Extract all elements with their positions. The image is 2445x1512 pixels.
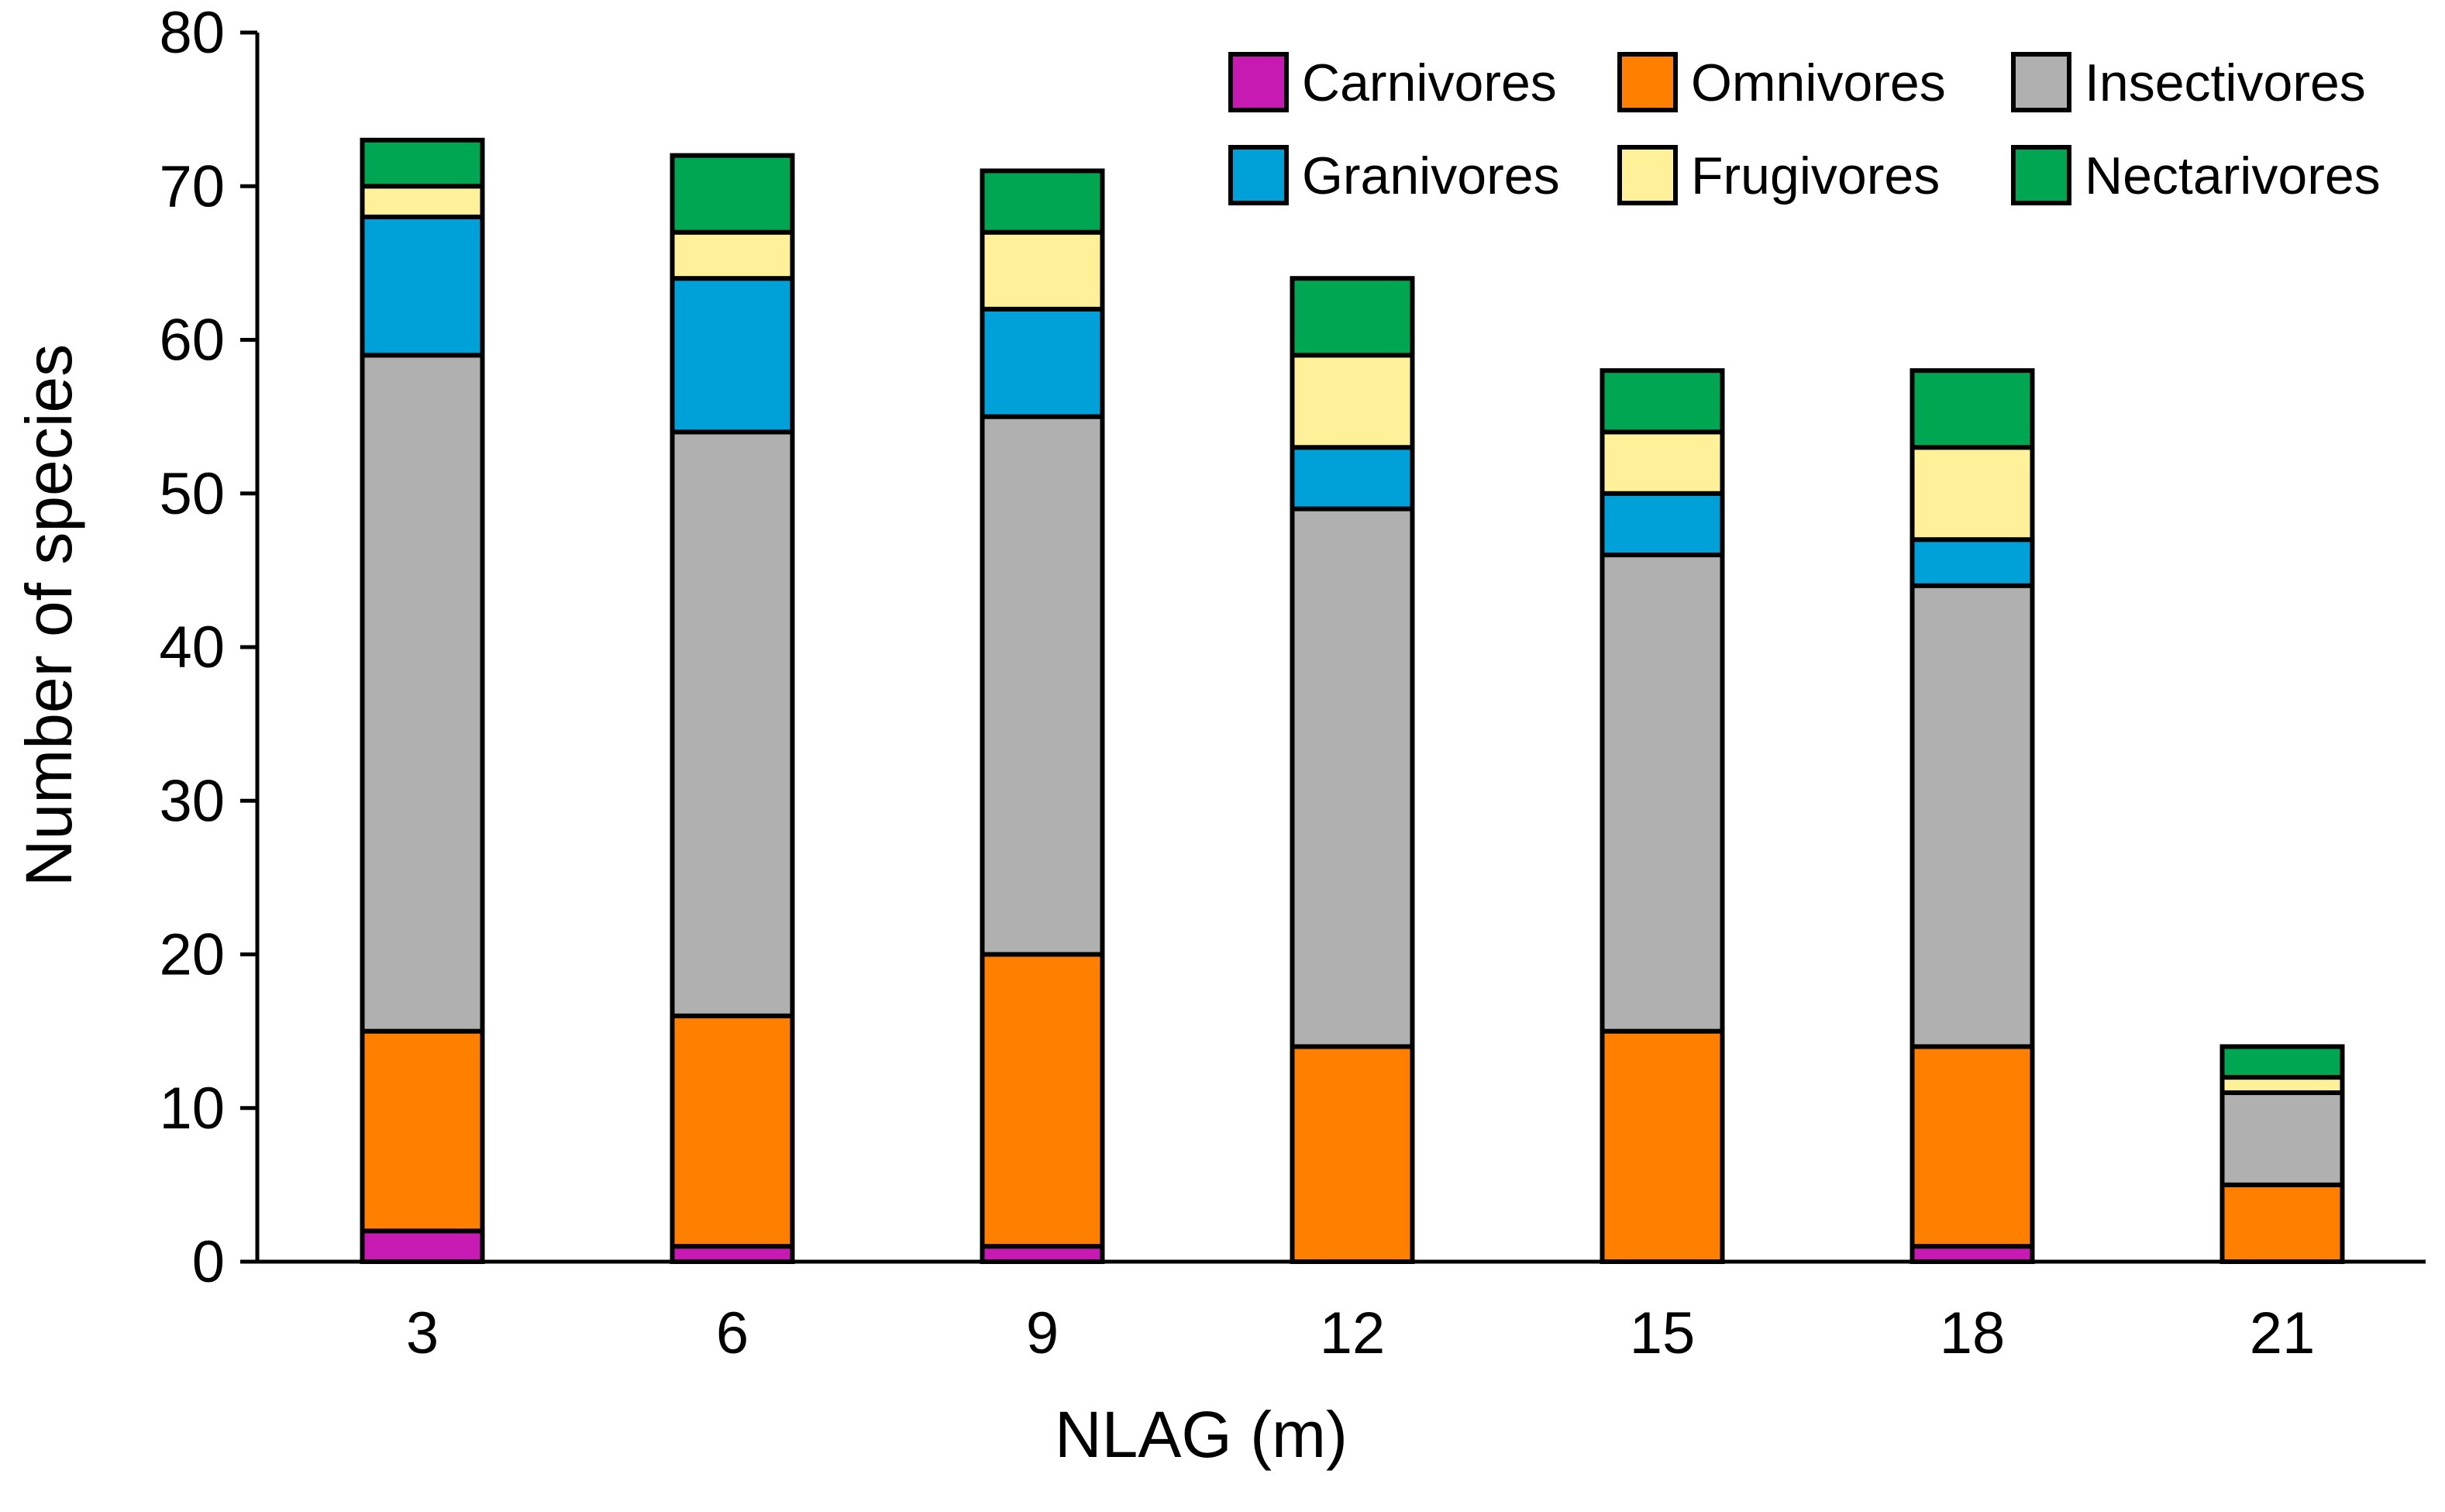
y-tick-label: 60 (159, 308, 225, 374)
bar-segment-omnivores (1910, 1044, 2035, 1249)
y-tick-label: 80 (159, 0, 225, 66)
x-tick-label: 15 (1630, 1300, 1696, 1366)
x-tick-label: 18 (1940, 1300, 2006, 1366)
y-tick-label: 70 (159, 153, 225, 219)
legend: Carnivores Omnivores Insectivores Granivore… (1228, 52, 2381, 205)
bar-segment-insectivores (360, 353, 485, 1034)
legend-label-frugivores: Frugivores (1691, 146, 1940, 205)
bar-segment-omnivores (2219, 1182, 2345, 1264)
bar-segment-omnivores (1600, 1028, 1725, 1264)
y-axis-title: Number of species (12, 344, 85, 887)
bar-segment-omnivores (1290, 1044, 1415, 1264)
bar-segment-granivores (360, 214, 485, 358)
bar-segment-granivores (1910, 537, 2035, 588)
y-tick-label: 40 (159, 615, 225, 680)
bar-segment-omnivores (360, 1028, 485, 1234)
y-tick-label: 30 (159, 768, 225, 834)
bar-stack (2219, 1044, 2345, 1264)
bar-segment-carnivores (360, 1228, 485, 1264)
legend-label-omnivores: Omnivores (1691, 53, 1946, 112)
bar-stack (360, 137, 485, 1264)
legend-label-nectarivores: Nectarivores (2085, 146, 2381, 205)
y-tick-label: 10 (159, 1076, 225, 1142)
bar-segment-frugivores (1290, 353, 1415, 450)
bar-segment-insectivores (670, 429, 795, 1018)
y-tick-label: 0 (192, 1229, 225, 1295)
bar-segment-nectarivores (2219, 1044, 2345, 1080)
bar-segment-nectarivores (670, 153, 795, 235)
bar-segment-granivores (1290, 445, 1415, 511)
legend-swatch-nectarivores (2011, 145, 2071, 205)
bar-segment-granivores (1600, 491, 1725, 558)
bar-stack (1910, 368, 2035, 1265)
bar-segment-nectarivores (1600, 368, 1725, 435)
x-tick-label: 6 (716, 1300, 749, 1366)
x-tick-label: 3 (406, 1300, 439, 1366)
legend-swatch-carnivores (1228, 52, 1289, 112)
axes-layer: 0 10 20 30 40 50 60 70 80 3 6 9 12 15 18 21 (159, 0, 2426, 1366)
x-tick-label: 12 (1320, 1300, 1386, 1366)
bar-segment-omnivores (980, 952, 1105, 1249)
y-tick-label: 20 (159, 922, 225, 988)
bar-segment-frugivores (670, 229, 795, 281)
bar-segment-insectivores (1290, 506, 1415, 1049)
x-tick-label: 9 (1026, 1300, 1059, 1366)
bar-segment-nectarivores (980, 168, 1105, 235)
bar-segment-frugivores (980, 229, 1105, 312)
bar-segment-insectivores (1600, 553, 1725, 1034)
bars-layer (360, 137, 2345, 1265)
bar-segment-granivores (670, 276, 795, 435)
bar-segment-frugivores (1600, 429, 1725, 496)
bar-segment-nectarivores (360, 137, 485, 189)
legend-swatch-insectivores (2011, 52, 2071, 112)
legend-swatch-frugivores (1617, 145, 1678, 205)
bar-stack (980, 168, 1105, 1265)
legend-label-granivores: Granivores (1302, 146, 1560, 205)
bar-segment-insectivores (2219, 1090, 2345, 1187)
x-tick-label: 21 (2250, 1300, 2316, 1366)
x-axis-ticks: 3 6 9 12 15 18 21 (406, 1300, 2315, 1366)
bar-stack (1600, 368, 1725, 1264)
bar-segment-frugivores (360, 184, 485, 219)
legend-label-insectivores: Insectivores (2085, 53, 2366, 112)
bar-segment-frugivores (1910, 445, 2035, 542)
bar-segment-granivores (980, 306, 1105, 419)
y-axis-ticks: 0 10 20 30 40 50 60 70 80 (159, 0, 257, 1295)
bar-segment-insectivores (1910, 583, 2035, 1049)
bar-segment-nectarivores (1910, 368, 2035, 450)
bar-segment-omnivores (670, 1013, 795, 1249)
bar-segment-insectivores (980, 414, 1105, 957)
bar-stack (670, 153, 795, 1265)
legend-swatch-granivores (1228, 145, 1289, 205)
bar-stack (1290, 276, 1415, 1264)
x-axis-title: NLAG (m) (1055, 1398, 1348, 1471)
bar-segment-nectarivores (1290, 276, 1415, 358)
y-tick-label: 50 (159, 461, 225, 527)
legend-swatch-omnivores (1617, 52, 1678, 112)
legend-label-carnivores: Carnivores (1302, 53, 1557, 112)
